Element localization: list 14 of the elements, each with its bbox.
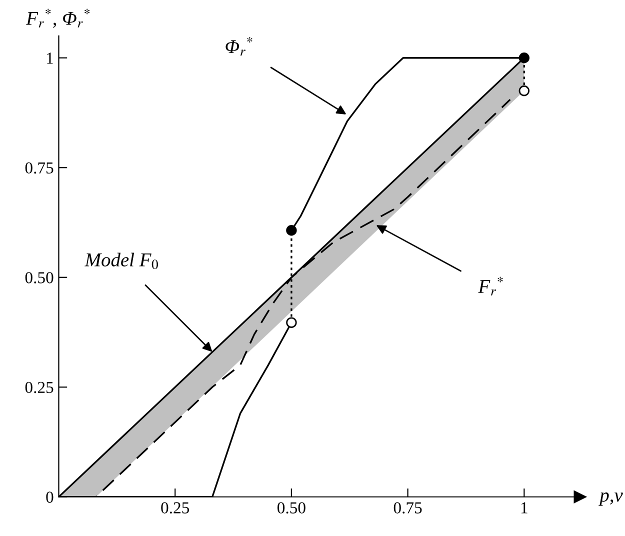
x-tick-label: 1 bbox=[521, 502, 528, 514]
x-axis-title: p,v bbox=[598, 492, 623, 506]
y-tick-label: 0.75 bbox=[25, 162, 54, 174]
y-tick-label: 1 bbox=[47, 52, 53, 64]
y-tick-label: 0.25 bbox=[25, 382, 54, 394]
y-axis-title: F$_{r}$$^{*}$, Φ$_{r}$$^{*}$ bbox=[26, 8, 90, 28]
y-tick-label: 0.50 bbox=[25, 272, 54, 284]
annotation: F$_{r}$$^{*}$ bbox=[478, 276, 503, 296]
x-tick-label: 0.25 bbox=[161, 502, 190, 514]
annotation: Φ$_{r}$$^{*}$ bbox=[226, 36, 252, 56]
x-tick-label: 0.75 bbox=[394, 502, 422, 514]
annotation: Model F$_{0}$ bbox=[84, 252, 158, 270]
x-tick-label: 0.50 bbox=[278, 502, 306, 514]
y-tick-label: 0 bbox=[46, 492, 54, 503]
